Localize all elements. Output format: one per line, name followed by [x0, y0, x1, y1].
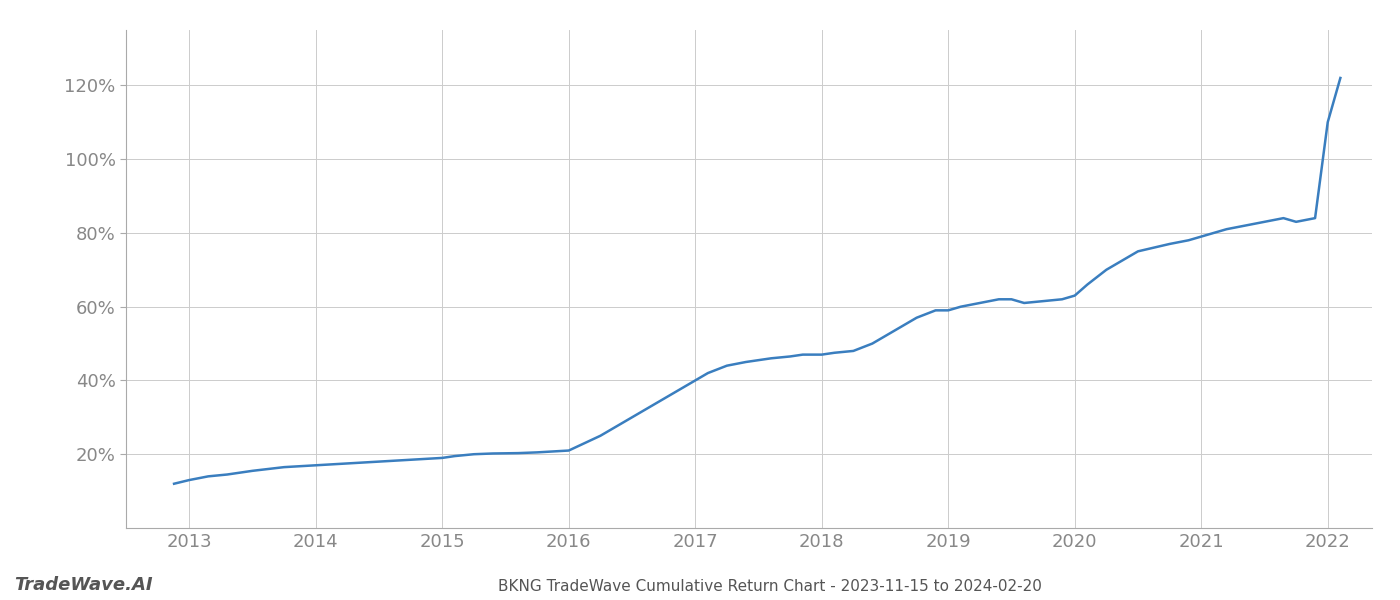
Text: BKNG TradeWave Cumulative Return Chart - 2023-11-15 to 2024-02-20: BKNG TradeWave Cumulative Return Chart -… [498, 579, 1042, 594]
Text: TradeWave.AI: TradeWave.AI [14, 576, 153, 594]
